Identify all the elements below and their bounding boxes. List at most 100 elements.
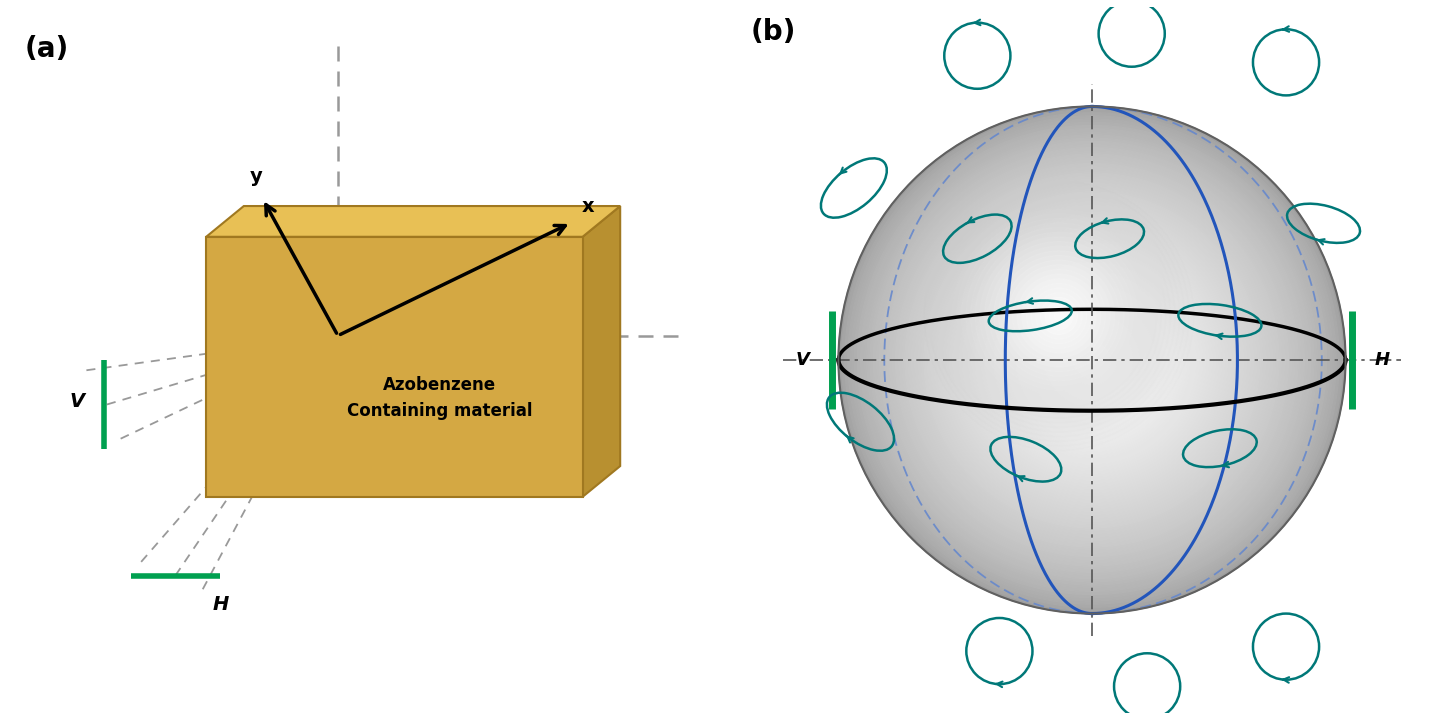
Circle shape bbox=[989, 246, 1128, 386]
Circle shape bbox=[844, 113, 1340, 607]
Circle shape bbox=[971, 240, 1213, 480]
Circle shape bbox=[968, 236, 1216, 484]
Circle shape bbox=[1006, 274, 1178, 446]
Circle shape bbox=[984, 241, 1133, 390]
Circle shape bbox=[955, 224, 1229, 496]
Circle shape bbox=[1044, 312, 1140, 408]
Circle shape bbox=[1041, 310, 1143, 410]
Circle shape bbox=[874, 141, 1310, 579]
Circle shape bbox=[994, 251, 1124, 381]
Circle shape bbox=[1038, 306, 1146, 414]
Circle shape bbox=[1054, 322, 1130, 398]
Circle shape bbox=[914, 182, 1270, 538]
Circle shape bbox=[948, 204, 1171, 428]
Circle shape bbox=[936, 204, 1248, 516]
Circle shape bbox=[863, 132, 1321, 588]
Circle shape bbox=[1003, 260, 1115, 372]
Circle shape bbox=[946, 214, 1238, 506]
Circle shape bbox=[879, 148, 1305, 572]
Circle shape bbox=[893, 161, 1291, 559]
Circle shape bbox=[965, 233, 1219, 487]
Circle shape bbox=[978, 246, 1206, 474]
Text: H: H bbox=[1374, 351, 1389, 369]
Circle shape bbox=[1050, 307, 1069, 325]
Circle shape bbox=[1032, 300, 1152, 420]
Circle shape bbox=[994, 262, 1190, 458]
Circle shape bbox=[855, 122, 1329, 598]
Circle shape bbox=[1013, 281, 1171, 439]
Circle shape bbox=[1076, 344, 1108, 376]
Circle shape bbox=[987, 256, 1197, 464]
Circle shape bbox=[1048, 315, 1136, 405]
Circle shape bbox=[1003, 271, 1181, 449]
Circle shape bbox=[1041, 297, 1077, 335]
Circle shape bbox=[866, 135, 1318, 585]
Circle shape bbox=[1063, 331, 1121, 389]
Circle shape bbox=[999, 256, 1120, 377]
Circle shape bbox=[980, 237, 1139, 395]
Circle shape bbox=[952, 220, 1232, 500]
Circle shape bbox=[933, 202, 1251, 518]
Circle shape bbox=[1051, 319, 1133, 401]
Circle shape bbox=[1045, 302, 1073, 330]
Circle shape bbox=[1082, 351, 1102, 369]
Circle shape bbox=[1035, 292, 1082, 339]
Circle shape bbox=[1012, 269, 1105, 362]
Circle shape bbox=[1035, 303, 1149, 417]
Text: V: V bbox=[70, 392, 84, 410]
Circle shape bbox=[895, 163, 1289, 557]
Circle shape bbox=[906, 173, 1278, 547]
Circle shape bbox=[1026, 284, 1092, 348]
Circle shape bbox=[842, 109, 1342, 611]
Circle shape bbox=[901, 170, 1283, 550]
Polygon shape bbox=[207, 206, 620, 237]
Circle shape bbox=[1028, 297, 1156, 423]
Circle shape bbox=[871, 138, 1313, 582]
Circle shape bbox=[890, 157, 1294, 563]
Circle shape bbox=[1008, 265, 1109, 367]
Text: y: y bbox=[249, 168, 262, 186]
Circle shape bbox=[1089, 357, 1095, 363]
Circle shape bbox=[877, 145, 1307, 575]
Text: Azobenzene
Containing material: Azobenzene Containing material bbox=[347, 376, 533, 420]
Circle shape bbox=[925, 192, 1259, 528]
Circle shape bbox=[1079, 347, 1105, 373]
Circle shape bbox=[990, 258, 1194, 462]
Circle shape bbox=[1054, 311, 1063, 320]
Circle shape bbox=[1086, 354, 1098, 366]
Circle shape bbox=[1057, 325, 1127, 395]
Text: (b): (b) bbox=[750, 18, 795, 46]
Circle shape bbox=[976, 233, 1143, 400]
Circle shape bbox=[1019, 287, 1165, 433]
Circle shape bbox=[1022, 279, 1096, 353]
Circle shape bbox=[909, 176, 1275, 544]
Circle shape bbox=[1000, 268, 1184, 452]
Circle shape bbox=[1009, 278, 1175, 442]
Circle shape bbox=[997, 265, 1187, 455]
Text: V: V bbox=[796, 351, 810, 369]
Circle shape bbox=[847, 116, 1337, 604]
Circle shape bbox=[858, 125, 1326, 595]
Circle shape bbox=[920, 189, 1264, 531]
Circle shape bbox=[981, 249, 1203, 471]
Circle shape bbox=[898, 166, 1286, 554]
Circle shape bbox=[1060, 328, 1124, 392]
Circle shape bbox=[860, 129, 1324, 591]
Circle shape bbox=[1067, 335, 1117, 385]
Polygon shape bbox=[207, 237, 582, 497]
Circle shape bbox=[911, 179, 1273, 541]
Circle shape bbox=[1031, 288, 1086, 343]
Circle shape bbox=[962, 230, 1222, 490]
Circle shape bbox=[965, 223, 1152, 409]
Circle shape bbox=[1073, 341, 1111, 379]
Circle shape bbox=[949, 217, 1235, 503]
Circle shape bbox=[1025, 294, 1159, 426]
Circle shape bbox=[1018, 274, 1101, 358]
Text: x: x bbox=[581, 197, 594, 216]
Circle shape bbox=[952, 209, 1166, 423]
Circle shape bbox=[839, 107, 1345, 613]
Circle shape bbox=[852, 119, 1332, 601]
Circle shape bbox=[882, 150, 1302, 570]
Circle shape bbox=[941, 208, 1243, 512]
Circle shape bbox=[961, 218, 1156, 413]
